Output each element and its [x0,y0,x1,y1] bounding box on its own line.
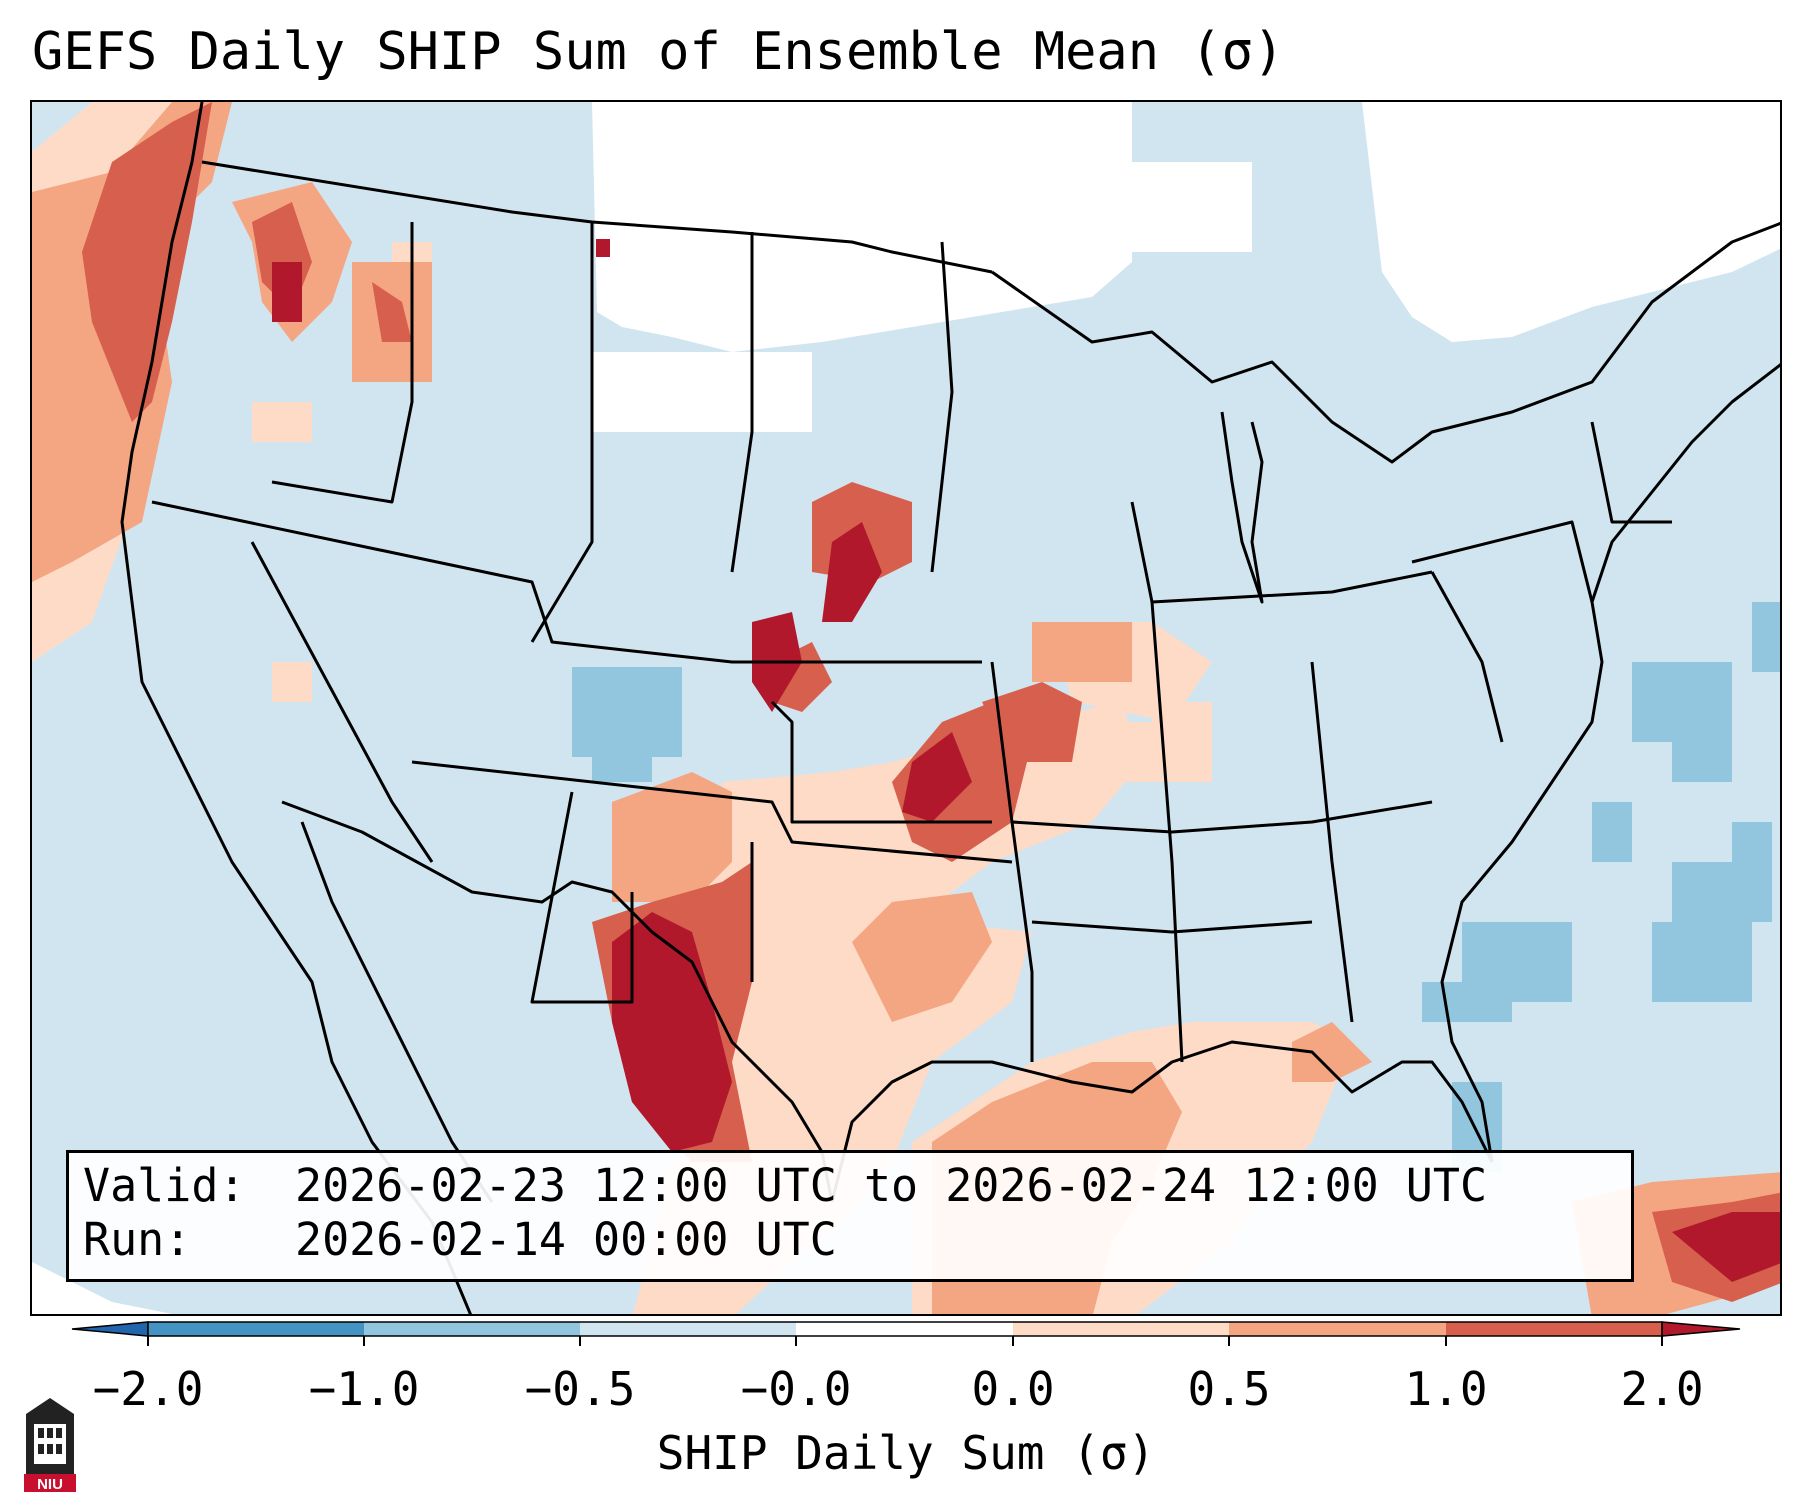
niu-logo-text: NIU [37,1476,63,1493]
colorbar-extend-low [71,1321,149,1337]
valid-run-info-box: Valid: 2026-02-23 12:00 UTC to 2026-02-24… [66,1150,1634,1282]
map-title: GEFS Daily SHIP Sum of Ensemble Mean (σ) [32,22,1285,82]
colorbar-outline [147,1321,1663,1337]
niu-logo: NIU [24,1398,76,1493]
colorbar-label: SHIP Daily Sum (σ) [656,1426,1156,1480]
colorbar-bin [580,1322,796,1336]
run-label: Run: [83,1213,192,1266]
colorbar-bin [1446,1322,1662,1336]
west-coast [120,102,472,1314]
colorbar-tick-label: 1.0 [1404,1362,1488,1416]
east-coast [1440,363,1780,1163]
colorbar-tick-label: 2.0 [1620,1362,1704,1416]
colorbar-extend-high [1661,1321,1741,1337]
colorbar-bin [148,1322,364,1336]
colorbar-tick-label: 0.5 [1187,1362,1271,1416]
lake-michigan [1220,411,1264,604]
niu-logo-band [24,1474,76,1492]
gulf-coast [830,1040,1494,1203]
colorbar-tick-label: −0.5 [524,1362,636,1416]
colorbar-bin [364,1322,580,1336]
colorbar-bin [796,1322,1013,1336]
colorbar-bin [1013,1322,1229,1336]
run-value: 2026-02-14 00:00 UTC [295,1213,837,1266]
canada-us-border [201,160,993,274]
colorbar-tick-label: −1.0 [308,1362,420,1416]
colorbar-tick-label: 0.0 [971,1362,1055,1416]
ship-anomaly-map [32,102,1780,1314]
great-lakes-region [991,221,1780,464]
valid-value: 2026-02-23 12:00 UTC to 2026-02-24 12:00… [295,1159,1488,1212]
run-row: Run: 2026-02-14 00:00 UTC [83,1213,1631,1267]
colorbar [71,1321,1741,1346]
extreme-positive-areas [272,239,1780,1282]
colorbar-tick-label: −2.0 [92,1362,204,1416]
near-zero-areas [32,102,1780,1314]
map-panel [30,100,1782,1316]
colorbar-bin [1229,1322,1446,1336]
colorbar-tick-label: −0.0 [740,1362,852,1416]
valid-label: Valid: [83,1159,246,1212]
valid-row: Valid: 2026-02-23 12:00 UTC to 2026-02-24… [83,1159,1631,1213]
political-boundaries [120,102,1780,1314]
